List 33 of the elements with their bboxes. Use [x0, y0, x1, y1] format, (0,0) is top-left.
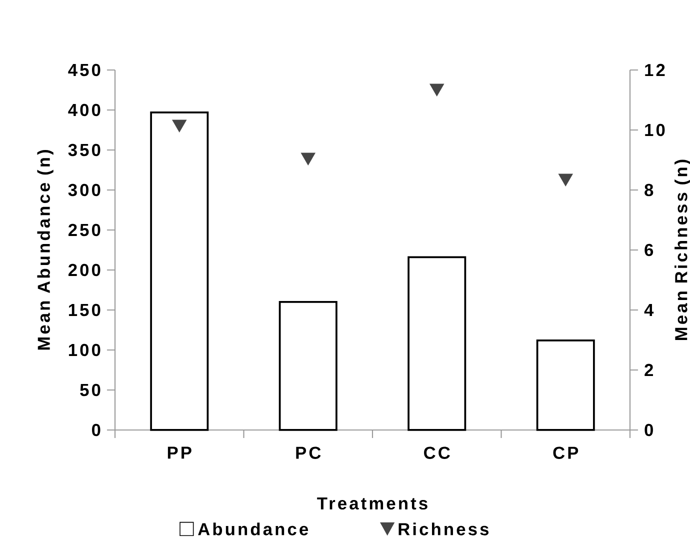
x-tick-label: PC — [296, 446, 321, 459]
point — [558, 174, 573, 186]
x-tick-label: PP — [168, 446, 192, 459]
bar — [278, 301, 338, 431]
x-tick-label: CC — [424, 446, 450, 459]
bar — [536, 339, 595, 431]
y2-tick-label: 2 — [644, 364, 653, 376]
bar — [408, 256, 466, 431]
y-tick-label: 300 — [68, 184, 100, 196]
point — [300, 152, 316, 166]
y-axis-title: Mean Abundance (n) — [37, 150, 54, 350]
y2-tick-label: 0 — [644, 424, 653, 436]
y-tick-label: 250 — [68, 224, 100, 236]
y-tick-label: 400 — [68, 104, 100, 116]
y2-tick-label: 6 — [644, 244, 654, 256]
y-tick-label: 150 — [68, 304, 100, 316]
point — [430, 84, 444, 96]
y-tick-label: 50 — [80, 384, 100, 396]
y2-tick-label: 4 — [644, 304, 654, 316]
y-tick-label: 0 — [92, 424, 100, 436]
x-tick-label: CP — [553, 446, 578, 459]
y2-tick-label: 8 — [644, 184, 654, 196]
legend-label: Abundance — [198, 522, 308, 536]
y2-tick-label: 10 — [645, 124, 665, 136]
y-tick-label: 350 — [68, 144, 100, 156]
bar — [150, 111, 209, 431]
legend-label: Richness — [398, 522, 488, 536]
x-axis-title: Treatments — [317, 497, 428, 510]
point — [172, 120, 187, 132]
y-tick-label: 450 — [68, 64, 100, 76]
y-tick-label: 100 — [68, 344, 100, 356]
y2-tick-label: 12 — [645, 64, 665, 76]
y-tick-label: 200 — [68, 264, 100, 276]
